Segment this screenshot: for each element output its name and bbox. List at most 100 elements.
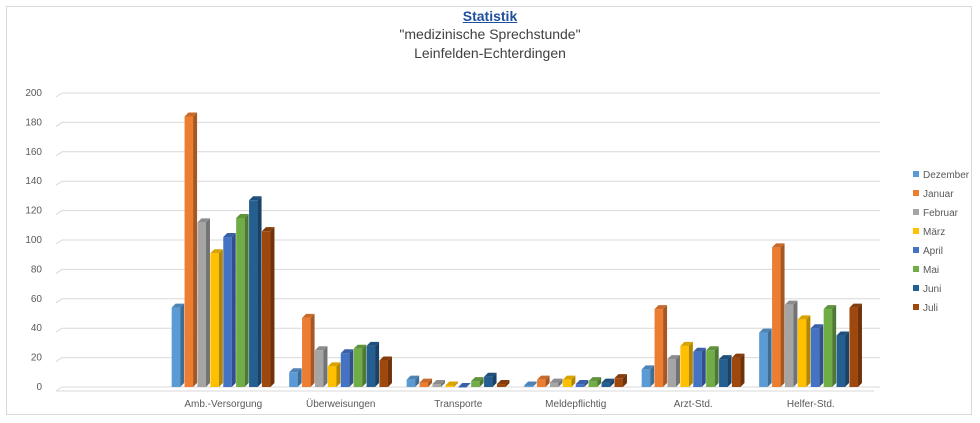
bar-mai-5 [823, 305, 837, 387]
x-category-label: Arzt-Std. [674, 399, 713, 410]
gridline-bevel [55, 210, 63, 216]
bar-juni-5 [836, 331, 850, 387]
bar-april-2 [458, 383, 471, 388]
bar-juli-2 [496, 380, 510, 387]
y-tick-label: 100 [25, 235, 42, 246]
gridline-bevel [55, 386, 63, 392]
gridline-bevel [55, 151, 63, 157]
y-tick-label: 160 [25, 147, 42, 158]
bar-dezember-3 [524, 381, 537, 387]
legend-item-mai: Mai [913, 265, 939, 276]
legend-swatch [913, 247, 919, 253]
legend-swatch [913, 209, 919, 215]
bar-mai-3 [588, 377, 602, 387]
bar-april-3 [575, 380, 589, 387]
bar-februar-4 [667, 355, 680, 387]
chart-subtitle-location: Leinfelden-Echterdingen [414, 45, 566, 61]
bar-juni-0 [249, 196, 262, 387]
y-tick-label: 40 [31, 323, 43, 334]
bar-dezember-2 [406, 375, 420, 387]
legend-item-januar: Januar [913, 189, 954, 200]
bar-juli-0 [261, 227, 275, 387]
y-tick-label: 60 [31, 294, 43, 305]
y-tick-label: 0 [36, 382, 42, 393]
gridline-bevel [55, 298, 63, 304]
x-category-label: Transporte [434, 399, 482, 410]
legend-item-juni: Juni [913, 284, 941, 295]
y-axis-ticks: 0 20 40 60 80 100 120 140 160 180 200 [25, 88, 42, 393]
legend-swatch [913, 190, 919, 196]
bar-januar-1 [302, 313, 315, 387]
legend-swatch [913, 266, 919, 272]
gridline-bevel [55, 180, 63, 186]
legend-swatch [913, 171, 919, 177]
bar-april-1 [340, 349, 354, 387]
bar-februar-2 [432, 380, 445, 387]
gridline-bevel [55, 357, 63, 363]
legend-swatch [913, 304, 919, 310]
bar-januar-2 [419, 378, 433, 387]
bar-januar-4 [654, 305, 668, 387]
bar-märz-4 [680, 341, 693, 387]
legend-item-april: April [913, 246, 943, 257]
legend-label: März [923, 227, 945, 238]
bar-juli-3 [614, 374, 627, 387]
x-category-label: Meldepflichtig [545, 399, 606, 410]
y-tick-label: 80 [31, 264, 43, 275]
bar-dezember-4 [641, 365, 655, 387]
y-tick-label: 140 [25, 176, 42, 187]
bar-april-5 [810, 324, 824, 387]
gridline-bevel [55, 268, 63, 274]
x-axis-categories: Amb.-Versorgung Überweisungen Transporte Me… [184, 398, 834, 410]
bar-februar-3 [549, 378, 563, 387]
bar-april-4 [693, 347, 706, 387]
bar-mai-0 [236, 213, 249, 387]
bar-januar-0 [184, 112, 198, 388]
bar-mai-1 [353, 344, 367, 387]
bar-juli-1 [379, 356, 392, 387]
y-tick-label: 120 [25, 206, 42, 217]
gridline-bevel [55, 239, 63, 245]
bar-februar-0 [197, 218, 210, 387]
bar-mai-4 [706, 346, 719, 387]
gridline-bevel [55, 327, 63, 333]
bar-juli-4 [731, 353, 745, 387]
bar-juni-4 [719, 355, 732, 387]
bar-mai-2 [471, 377, 484, 387]
legend: Dezember Januar Februar März April Mai Juni Jul… [913, 170, 970, 314]
gridline-bevel [55, 92, 63, 98]
legend-swatch [913, 285, 919, 291]
legend-label: Dezember [923, 170, 970, 181]
x-category-label: Überweisungen [306, 398, 376, 410]
chart-subtitle: "medizinische Sprechstunde" [399, 26, 581, 42]
bar-juni-1 [366, 341, 380, 387]
bar-märz-1 [327, 362, 341, 387]
legend-item-juli: Juli [913, 303, 938, 314]
bar-juli-5 [849, 303, 862, 387]
chart-title-block: Statistik "medizinische Sprechstunde" Le… [0, 8, 980, 63]
bar-märz-2 [445, 381, 458, 387]
legend-item-februar: Februar [913, 208, 959, 219]
bars [171, 112, 862, 388]
chart-title: Statistik [462, 8, 518, 24]
bar-februar-5 [784, 300, 798, 387]
bar-februar-1 [314, 346, 328, 387]
bar-dezember-5 [759, 328, 772, 387]
bar-märz-5 [797, 315, 811, 387]
x-category-label: Helfer-Std. [787, 399, 835, 410]
bar-april-0 [223, 233, 236, 387]
legend-item-märz: März [913, 227, 945, 238]
legend-label: Februar [923, 208, 959, 219]
legend-label: Mai [923, 265, 939, 276]
gridline-bevel [55, 121, 63, 127]
bar-märz-0 [210, 249, 223, 387]
bar-juni-3 [601, 378, 615, 387]
legend-label: Januar [923, 189, 954, 200]
bar-januar-5 [772, 243, 785, 387]
bar-dezember-0 [171, 303, 185, 387]
legend-label: April [923, 246, 943, 257]
legend-item-dezember: Dezember [913, 170, 970, 181]
bar-dezember-1 [289, 368, 302, 387]
y-tick-label: 20 [31, 353, 43, 364]
